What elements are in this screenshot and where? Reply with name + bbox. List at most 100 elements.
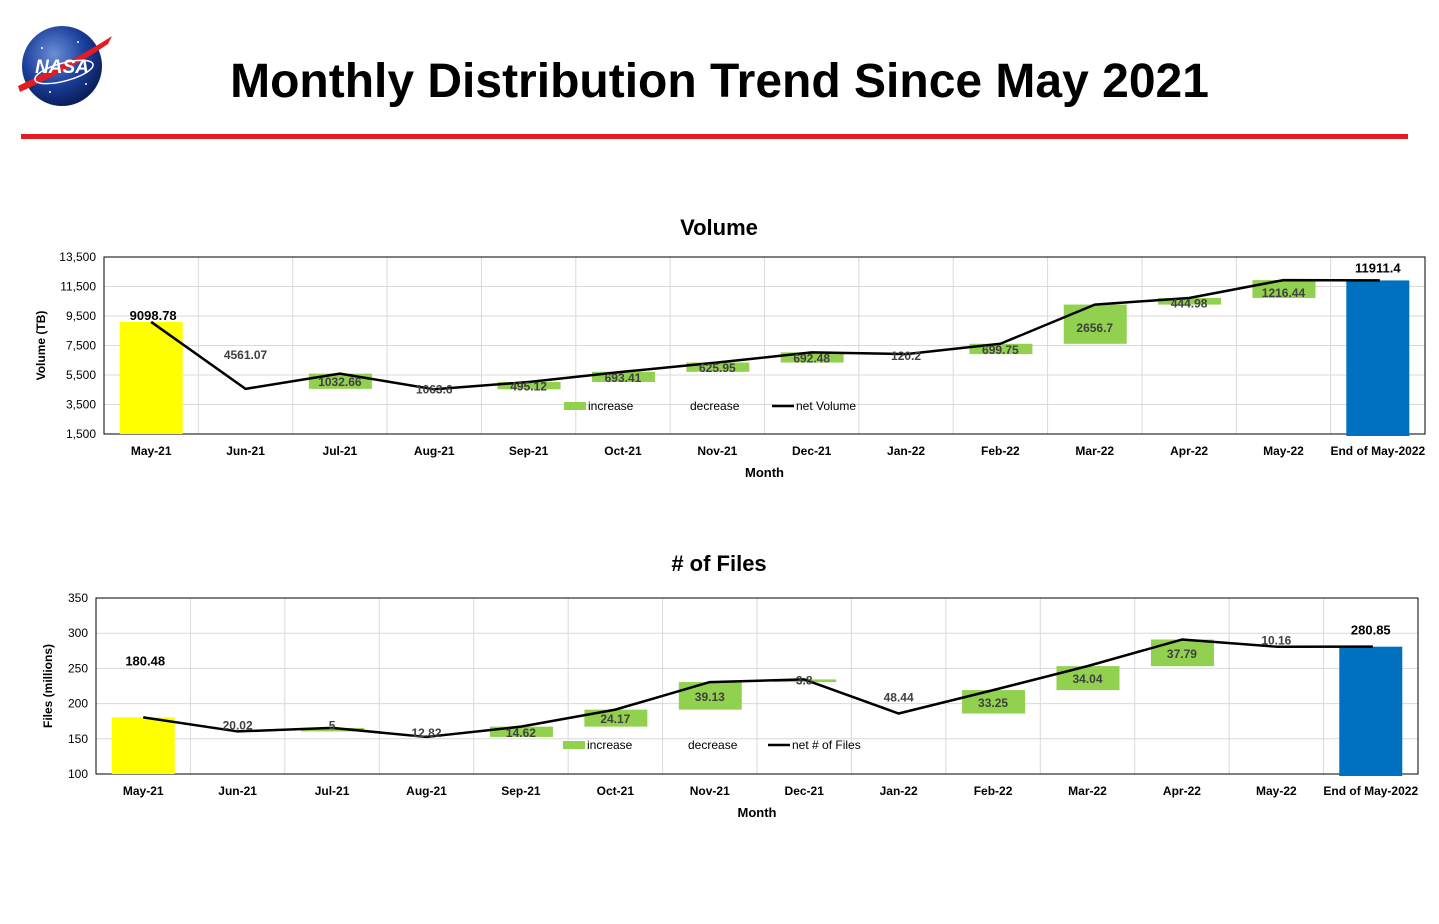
increase-bar: [1063, 304, 1127, 344]
files-chart: # of Files 100 150 200 250 300 350 180.48 20.02 5…: [41, 551, 1419, 820]
x-tick-label: May-21: [123, 784, 164, 798]
x-tick-label: Apr-22: [1170, 444, 1208, 458]
data-label: 24.17: [600, 712, 630, 726]
data-label: 3.8: [796, 674, 813, 688]
data-label: 4561.07: [224, 348, 268, 362]
x-tick-label: Aug-21: [406, 784, 447, 798]
increase-bar: [780, 352, 844, 363]
increase-bar: [1252, 280, 1316, 299]
plot-frame: [103, 256, 1426, 435]
x-tick-label: Jun-21: [226, 444, 265, 458]
data-label: 693.41: [605, 371, 642, 385]
y-tick-label: 250: [68, 661, 88, 675]
x-tick-label: Feb-22: [974, 784, 1013, 798]
y-tick-label: 11,500: [60, 280, 96, 294]
legend-net-label: net # of Files: [792, 738, 861, 752]
volume-chart: Volume 1,500 3,500 5,500 7,500 9,500 11,500 13,…: [34, 215, 1426, 480]
y-tick-label: 300: [68, 626, 88, 640]
x-tick-label: Dec-21: [792, 444, 832, 458]
x-tick-label: Jan-22: [880, 784, 918, 798]
data-label: 692.48: [793, 351, 830, 365]
increase-bar: [962, 690, 1026, 714]
data-label: 495.12: [510, 380, 547, 394]
legend-increase-label: increase: [587, 738, 633, 752]
increase-bar: [489, 726, 553, 737]
data-label: 1216.44: [1262, 286, 1306, 300]
title-rule: [21, 134, 1408, 139]
data-label: 280.85: [1351, 623, 1391, 638]
start-bar: [111, 717, 175, 774]
y-tick-label: 1,500: [66, 427, 96, 441]
y-tick-label: 5,500: [66, 368, 96, 382]
legend-increase-swatch: [564, 402, 586, 410]
x-tick-label: May-21: [131, 444, 172, 458]
x-axis-label: Month: [745, 465, 784, 480]
increase-bar: [1150, 639, 1214, 667]
y-axis-label: Files (millions): [41, 644, 55, 728]
y-tick-label: 350: [68, 591, 88, 605]
y-tick-label: 7,500: [66, 339, 96, 353]
y-tick-label: 13,500: [59, 250, 96, 264]
increase-bar: [678, 682, 742, 710]
start-bar: [119, 321, 183, 434]
data-label: 1032.66: [318, 375, 362, 389]
data-label: 444.98: [1171, 296, 1208, 310]
x-tick-label: Mar-22: [1068, 784, 1107, 798]
nasa-logo-text: NASA: [35, 57, 89, 78]
x-tick-label: Jul-21: [315, 784, 350, 798]
end-bar: [1346, 280, 1410, 436]
data-label: 9098.78: [130, 308, 177, 323]
x-tick-label: End of May-2022: [1323, 784, 1418, 798]
data-label: 34.04: [1072, 672, 1102, 686]
data-label: 12.82: [411, 726, 441, 740]
x-tick-label: May-22: [1256, 784, 1297, 798]
page-title: Monthly Distribution Trend Since May 202…: [230, 55, 1209, 108]
increase-bar: [1158, 298, 1222, 305]
x-tick-label: Jun-21: [218, 784, 257, 798]
chart-title: # of Files: [671, 551, 766, 576]
legend-net-label: net Volume: [796, 399, 856, 413]
x-tick-label: Nov-21: [690, 784, 730, 798]
x-tick-label: Jan-22: [887, 444, 925, 458]
legend-decrease-label: decrease: [688, 738, 738, 752]
x-axis-label: Month: [738, 805, 777, 820]
x-tick-label: Dec-21: [785, 784, 825, 798]
x-tick-label: Oct-21: [604, 444, 642, 458]
x-tick-label: End of May-2022: [1330, 444, 1425, 458]
nasa-logo-icon: NASA: [18, 26, 112, 106]
x-tick-label: May-22: [1263, 444, 1304, 458]
y-tick-label: 100: [68, 767, 88, 781]
legend-increase-swatch: [563, 741, 585, 749]
data-label: 2656.7: [1076, 321, 1113, 335]
net-line: [150, 278, 1380, 391]
x-tick-label: Oct-21: [597, 784, 635, 798]
y-tick-label: 200: [68, 697, 88, 711]
y-tick-label: 3,500: [66, 398, 96, 412]
x-tick-label: Nov-21: [697, 444, 737, 458]
x-tick-label: Apr-22: [1163, 784, 1201, 798]
increase-bar: [301, 727, 365, 732]
plot-frame: [95, 597, 1419, 775]
y-tick-label: 9,500: [66, 309, 96, 323]
data-label: 699.75: [982, 343, 1019, 357]
data-label: 48.44: [884, 691, 914, 705]
increase-bar: [969, 343, 1033, 355]
data-label: 10.16: [1261, 634, 1291, 648]
x-tick-label: Feb-22: [981, 444, 1020, 458]
y-axis-label: Volume (TB): [34, 311, 48, 381]
end-bar: [1339, 646, 1403, 776]
data-label: 625.95: [699, 361, 736, 375]
data-label: 5: [329, 719, 336, 733]
chart-title: Volume: [680, 215, 758, 240]
data-label: 180.48: [125, 653, 165, 668]
x-tick-label: Mar-22: [1075, 444, 1114, 458]
y-tick-label: 150: [68, 732, 88, 746]
increase-bar: [591, 371, 655, 383]
legend-decrease-label: decrease: [690, 399, 740, 413]
increase-bar: [584, 709, 648, 727]
net-line: [143, 638, 1373, 739]
x-tick-label: Aug-21: [414, 444, 455, 458]
data-label: 39.13: [695, 690, 725, 704]
increase-bar: [1056, 666, 1120, 691]
legend-increase-label: increase: [588, 399, 634, 413]
